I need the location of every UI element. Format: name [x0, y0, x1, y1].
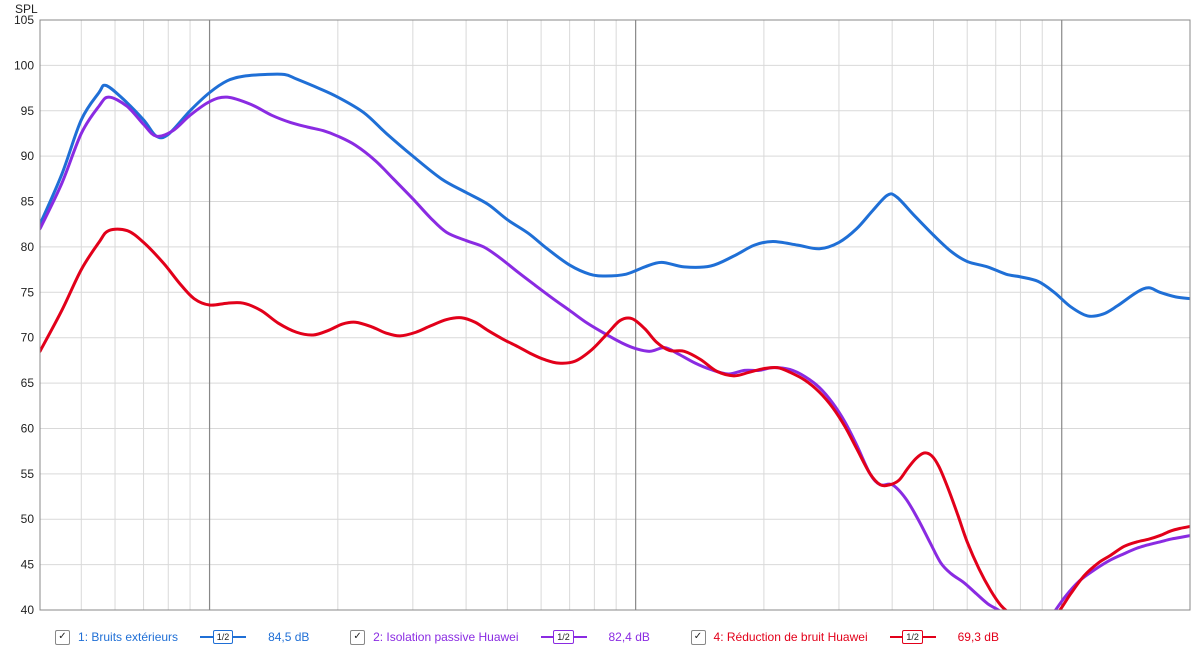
legend: ✓ 1: Bruits extérieurs 1/2 84,5 dB ✓ 2: …: [0, 626, 1200, 648]
svg-text:80: 80: [21, 240, 35, 254]
legend-checkbox-icon: ✓: [691, 630, 706, 645]
svg-text:45: 45: [21, 558, 35, 572]
svg-text:75: 75: [21, 285, 35, 299]
svg-text:90: 90: [21, 149, 35, 163]
legend-value: 84,5 dB: [268, 630, 328, 644]
legend-item-3[interactable]: ✓ 4: Réduction de bruit Huawei: [691, 630, 868, 645]
svg-text:85: 85: [21, 195, 35, 209]
legend-line-sample: 1/2: [890, 629, 936, 645]
svg-text:65: 65: [21, 376, 35, 390]
svg-text:50: 50: [21, 512, 35, 526]
svg-text:95: 95: [21, 104, 35, 118]
legend-item-1[interactable]: ✓ 1: Bruits extérieurs: [55, 630, 178, 645]
legend-series-label: 1: Bruits extérieurs: [78, 630, 178, 644]
legend-value: 69,3 dB: [958, 630, 1018, 644]
legend-checkbox-icon: ✓: [350, 630, 365, 645]
y-axis-label: SPL: [15, 2, 38, 16]
svg-text:60: 60: [21, 421, 35, 435]
legend-series-label: 2: Isolation passive Huawei: [373, 630, 518, 644]
legend-item-2[interactable]: ✓ 2: Isolation passive Huawei: [350, 630, 518, 645]
svg-text:40: 40: [21, 603, 35, 615]
legend-line-sample: 1/2: [200, 629, 246, 645]
legend-value: 82,4 dB: [609, 630, 669, 644]
chart-canvas: 4045505560657075808590951001054050607080…: [0, 0, 1200, 615]
svg-text:70: 70: [21, 331, 35, 345]
spl-chart: SPL 404550556065707580859095100105405060…: [0, 0, 1200, 656]
legend-series-label: 4: Réduction de bruit Huawei: [714, 630, 868, 644]
svg-text:55: 55: [21, 467, 35, 481]
svg-text:100: 100: [14, 58, 34, 72]
legend-checkbox-icon: ✓: [55, 630, 70, 645]
legend-line-sample: 1/2: [541, 629, 587, 645]
